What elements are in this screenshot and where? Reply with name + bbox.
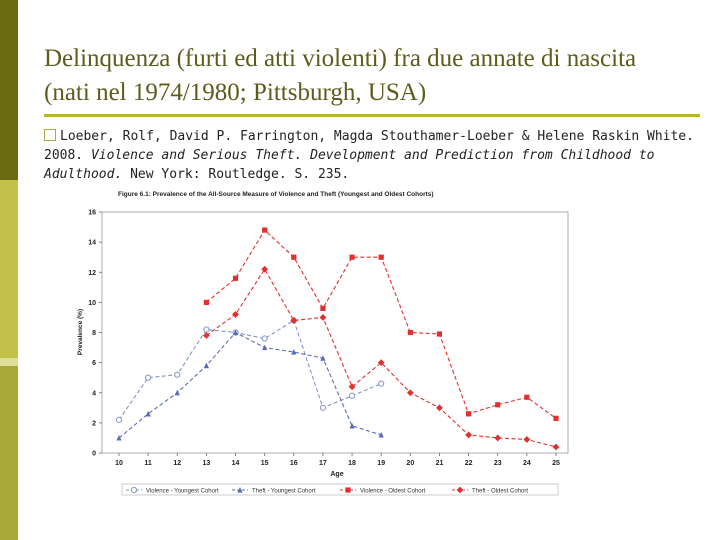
data-point bbox=[349, 254, 355, 260]
chart-legend: Violence - Youngest Cohort Theft - Younge… bbox=[121, 483, 559, 496]
data-point bbox=[436, 331, 443, 337]
data-point bbox=[494, 434, 502, 442]
y-tick-label: 6 bbox=[92, 360, 96, 367]
x-tick-label: 14 bbox=[232, 460, 240, 467]
data-point bbox=[349, 422, 355, 429]
data-point bbox=[115, 416, 123, 423]
x-tick-label: 24 bbox=[523, 460, 531, 467]
data-point bbox=[262, 227, 268, 233]
x-tick-label: 11 bbox=[144, 460, 152, 467]
data-point bbox=[232, 329, 239, 336]
data-point bbox=[262, 344, 268, 351]
chart-title: Figure 6.1: Prevalence of the All-Source… bbox=[118, 191, 434, 198]
x-tick-label: 12 bbox=[173, 460, 181, 467]
y-tick-label: 8 bbox=[92, 330, 96, 337]
data-point bbox=[553, 415, 559, 421]
y-tick-label: 12 bbox=[88, 270, 96, 277]
data-point bbox=[407, 329, 413, 336]
data-point bbox=[436, 404, 443, 412]
series-theft-youngest-cohort bbox=[116, 329, 384, 441]
citation-book-title: Violence and Serious Theft. Development … bbox=[44, 148, 655, 182]
data-point bbox=[232, 275, 239, 281]
data-point bbox=[290, 317, 298, 324]
data-point bbox=[232, 311, 239, 318]
y-tick-label: 14 bbox=[88, 240, 96, 247]
x-tick-label: 17 bbox=[319, 460, 327, 467]
chart-series bbox=[115, 227, 560, 451]
data-point bbox=[319, 404, 327, 411]
data-point bbox=[320, 355, 326, 361]
data-point bbox=[348, 383, 356, 391]
legend-marker bbox=[237, 487, 243, 493]
legend-label: Theft - Youngest Cohort bbox=[252, 488, 316, 494]
x-tick-label: 25 bbox=[552, 460, 560, 467]
data-point bbox=[378, 380, 385, 387]
x-tick-label: 13 bbox=[203, 460, 211, 467]
data-point bbox=[291, 254, 297, 260]
data-point bbox=[174, 371, 181, 378]
slide-title: Delinquenza (furti ed atti violenti) fra… bbox=[44, 45, 637, 106]
sidebar-segment bbox=[0, 366, 18, 540]
y-tick-label: 10 bbox=[88, 300, 96, 307]
series-violence-oldest-cohort bbox=[203, 227, 559, 421]
sidebar-decoration bbox=[0, 0, 18, 540]
data-point bbox=[145, 374, 152, 381]
x-axis-label: Age bbox=[330, 471, 343, 478]
y-tick-label: 2 bbox=[92, 420, 96, 427]
citation-publisher: New York: Routledge. S. 235. bbox=[122, 167, 350, 182]
data-point bbox=[320, 305, 326, 311]
x-tick-label: 22 bbox=[465, 460, 473, 467]
data-point bbox=[203, 362, 209, 369]
legend-marker bbox=[130, 486, 138, 494]
title-underline bbox=[44, 114, 700, 117]
data-point bbox=[203, 299, 209, 305]
legend-label: Theft - Oldest Cohort bbox=[472, 488, 528, 494]
data-point bbox=[552, 443, 560, 451]
square-bullet-icon bbox=[44, 129, 56, 141]
legend-marker bbox=[456, 486, 464, 494]
data-point bbox=[466, 411, 472, 417]
citation-bullet: Loeber, Rolf, David P. Farrington, Magda… bbox=[44, 127, 694, 184]
data-point bbox=[291, 349, 297, 355]
legend-marker bbox=[345, 487, 351, 493]
plot-area bbox=[101, 211, 569, 454]
data-point bbox=[116, 434, 122, 441]
data-point bbox=[495, 402, 501, 408]
sidebar-segment bbox=[0, 358, 18, 366]
series-line bbox=[118, 331, 382, 439]
citation-authors: Loeber, Rolf, David P. Farrington, Magda… bbox=[44, 129, 694, 163]
x-tick-label: 23 bbox=[494, 460, 502, 467]
data-point bbox=[523, 436, 531, 443]
y-tick-label: 16 bbox=[88, 210, 96, 217]
x-tick-label: 20 bbox=[406, 460, 414, 467]
x-tick-label: 15 bbox=[261, 460, 269, 467]
data-point bbox=[203, 326, 210, 333]
legend-label: Violence - Youngest Cohort bbox=[146, 488, 219, 494]
data-point bbox=[261, 335, 268, 342]
x-tick-label: 21 bbox=[436, 460, 444, 467]
x-tick-label: 18 bbox=[348, 460, 356, 467]
data-point bbox=[524, 394, 530, 400]
sidebar-segment bbox=[0, 180, 18, 358]
data-point bbox=[203, 332, 210, 339]
data-point bbox=[261, 265, 269, 273]
y-tick-label: 0 bbox=[92, 451, 96, 458]
data-point bbox=[348, 392, 356, 399]
legend-label: Violence - Oldest Cohort bbox=[360, 488, 426, 494]
data-point bbox=[378, 254, 384, 260]
y-tick-label: 4 bbox=[92, 390, 96, 397]
data-point bbox=[174, 389, 180, 396]
prevalence-chart: Figure 6.1: Prevalence of the All-Source… bbox=[77, 191, 569, 496]
x-tick-label: 10 bbox=[115, 460, 123, 467]
sidebar-segment bbox=[0, 0, 18, 180]
data-point bbox=[465, 431, 472, 439]
series-line bbox=[118, 319, 382, 421]
x-tick-label: 19 bbox=[377, 460, 385, 467]
x-tick-label: 16 bbox=[290, 460, 298, 467]
data-point bbox=[378, 431, 384, 438]
data-point bbox=[145, 410, 151, 417]
y-axis-label: Prevalence (%) bbox=[77, 309, 84, 355]
